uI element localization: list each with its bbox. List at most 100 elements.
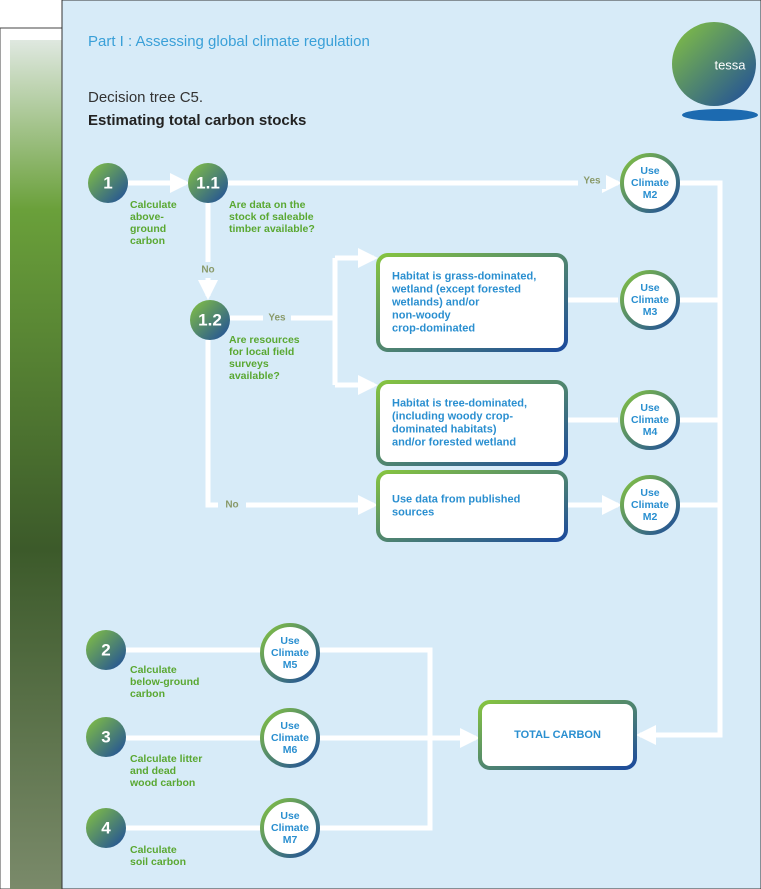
method-text-line: M2 bbox=[643, 511, 658, 523]
method-text: Use Climate M3 bbox=[631, 282, 669, 318]
question-text: Are resources for local field surveys avail… bbox=[229, 334, 300, 382]
step-label-line: below-ground bbox=[130, 676, 199, 688]
step-number: 2 bbox=[101, 640, 110, 659]
connector bbox=[126, 647, 260, 831]
question-text-line: available? bbox=[229, 370, 280, 382]
box-text-line: crop-dominated bbox=[392, 322, 475, 334]
step-label-line: ground bbox=[130, 223, 166, 235]
box-text-line: non-woody bbox=[392, 309, 452, 321]
logo-swoosh bbox=[682, 109, 758, 121]
subtitle: Decision tree C5. bbox=[88, 89, 203, 106]
method-text-line: Climate bbox=[271, 732, 309, 744]
part-title: Part I : Assessing global climate regula… bbox=[88, 33, 370, 50]
step-label: Calculate below-ground carbon bbox=[130, 664, 199, 700]
step-label-line: and dead bbox=[130, 765, 176, 777]
method-circle bbox=[260, 623, 320, 683]
box bbox=[376, 253, 568, 352]
step-circle bbox=[188, 163, 228, 203]
box-text-line: sources bbox=[392, 506, 434, 518]
method-text-line: Climate bbox=[271, 647, 309, 659]
logo bbox=[672, 22, 756, 106]
method-text-line: Use bbox=[640, 165, 659, 177]
step-label-line: soil carbon bbox=[130, 856, 186, 868]
step-circle bbox=[86, 717, 126, 757]
method-circle bbox=[260, 708, 320, 768]
step-label-line: Calculate litter bbox=[130, 753, 202, 765]
box-text: Habitat is grass-dominated, wetland (exce… bbox=[391, 270, 536, 334]
method-circle bbox=[260, 798, 320, 858]
step-label-line: Calculate bbox=[130, 844, 177, 856]
box-text-line: (including woody crop- bbox=[392, 410, 513, 422]
edge-label: Yes bbox=[583, 176, 601, 187]
question-text: Are data on the stock of saleable timber a… bbox=[229, 199, 315, 235]
box-text-line: dominated habitats) bbox=[392, 423, 497, 435]
edge-label: No bbox=[201, 265, 214, 276]
step-label-line: wood carbon bbox=[129, 777, 195, 789]
box-text: TOTAL CARBON bbox=[514, 729, 601, 741]
method-text-line: Climate bbox=[631, 177, 669, 189]
method-text-line: Use bbox=[640, 282, 659, 294]
question-text-line: for local field bbox=[229, 346, 294, 358]
step-number: 1 bbox=[103, 173, 112, 192]
step-label: Calculate litter and dead wood carbon bbox=[129, 753, 202, 789]
connectors bbox=[126, 173, 723, 831]
question-text-line: Are resources bbox=[229, 334, 300, 346]
step-label-line: carbon bbox=[130, 688, 165, 700]
title: Estimating total carbon stocks bbox=[88, 112, 306, 129]
method-text-line: Climate bbox=[631, 294, 669, 306]
box bbox=[478, 700, 637, 770]
box-text-line: wetlands) and/or bbox=[391, 296, 480, 308]
connector bbox=[636, 180, 723, 745]
connector bbox=[205, 340, 378, 515]
box-text-line: Habitat is grass-dominated, bbox=[392, 270, 536, 282]
edge-label-bg bbox=[194, 262, 222, 278]
method-text-line: Use bbox=[280, 635, 299, 647]
step-number: 1.1 bbox=[196, 173, 220, 192]
edge-label-bg bbox=[218, 497, 246, 513]
method-text-line: M2 bbox=[643, 189, 658, 201]
step-circle bbox=[86, 630, 126, 670]
step-number: 4 bbox=[101, 818, 111, 837]
method-text-line: M3 bbox=[643, 306, 658, 318]
method-text-line: Use bbox=[280, 720, 299, 732]
method-text: Use Climate M6 bbox=[271, 720, 309, 756]
edge-label-bg bbox=[578, 173, 606, 189]
step-number: 3 bbox=[101, 727, 110, 746]
edge-label: Yes bbox=[268, 313, 286, 324]
box bbox=[376, 380, 568, 466]
method-text-line: M5 bbox=[283, 659, 298, 671]
box-text: Use data from published sources bbox=[392, 493, 520, 518]
step-circle bbox=[190, 300, 230, 340]
question-text-line: surveys bbox=[229, 358, 269, 370]
step-label-line: carbon bbox=[130, 235, 165, 247]
step-label-line: Calculate bbox=[130, 664, 177, 676]
step-label: Calculate soil carbon bbox=[130, 844, 186, 868]
logo-text: tessa bbox=[714, 57, 746, 72]
box bbox=[376, 470, 568, 542]
box-text-line: wetland (except forested bbox=[391, 283, 521, 295]
method-text: Use Climate M2 bbox=[631, 165, 669, 201]
method-text-line: Use bbox=[280, 810, 299, 822]
box-text: Habitat is tree-dominated, (including woo… bbox=[392, 397, 527, 448]
method-text-line: Climate bbox=[271, 822, 309, 834]
step-label-line: above- bbox=[130, 211, 164, 223]
edge-label: No bbox=[225, 500, 238, 511]
method-text-line: Climate bbox=[631, 499, 669, 511]
box-text-line: Use data from published bbox=[392, 493, 520, 505]
connector bbox=[566, 297, 618, 505]
method-text: Use Climate M7 bbox=[271, 810, 309, 846]
question-text-line: stock of saleable bbox=[229, 211, 314, 223]
connector bbox=[678, 297, 720, 508]
method-text-line: M6 bbox=[283, 744, 298, 756]
method-text-line: Use bbox=[640, 402, 659, 414]
box-text-line: Habitat is tree-dominated, bbox=[392, 397, 527, 409]
step-number: 1.2 bbox=[198, 310, 222, 329]
method-text: Use Climate M4 bbox=[631, 402, 669, 438]
method-text-line: M4 bbox=[643, 426, 658, 438]
method-circle bbox=[620, 153, 680, 213]
method-text-line: Climate bbox=[631, 414, 669, 426]
method-circle bbox=[620, 270, 680, 330]
method-text-line: M7 bbox=[283, 834, 298, 846]
photo bbox=[10, 40, 70, 889]
